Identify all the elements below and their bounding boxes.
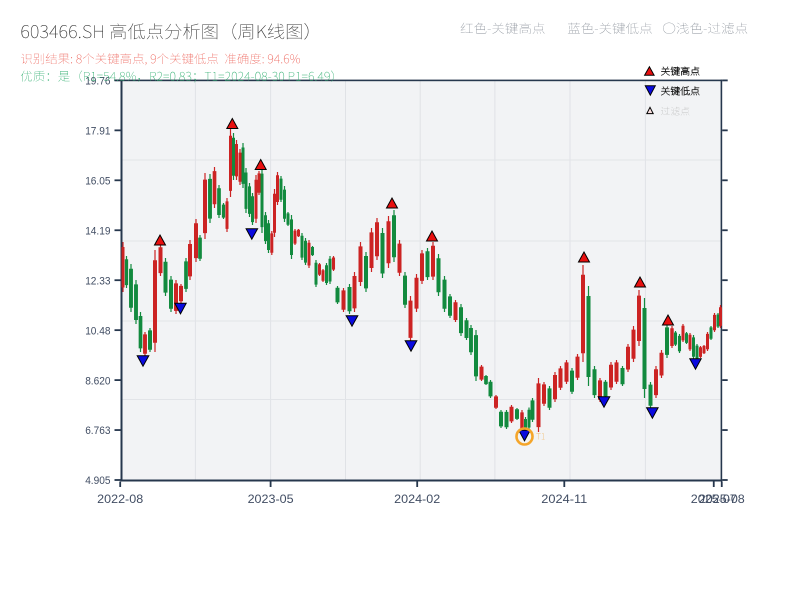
svg-text:17.91: 17.91 bbox=[85, 126, 110, 138]
svg-text:14.19: 14.19 bbox=[85, 225, 110, 237]
svg-text:16.05: 16.05 bbox=[85, 176, 110, 188]
svg-text:10.48: 10.48 bbox=[85, 325, 110, 337]
svg-text:4.905: 4.905 bbox=[85, 475, 110, 487]
svg-text:2022-08: 2022-08 bbox=[97, 493, 143, 506]
svg-text:2024-11: 2024-11 bbox=[541, 493, 587, 506]
svg-text:19.76: 19.76 bbox=[85, 76, 110, 88]
svg-text:2025-08: 2025-08 bbox=[699, 493, 745, 506]
svg-text:6.763: 6.763 bbox=[85, 425, 110, 437]
svg-text:2025-07: 2025-07 bbox=[691, 493, 737, 506]
svg-text:2023-05: 2023-05 bbox=[248, 493, 294, 506]
svg-text:2024-02: 2024-02 bbox=[394, 493, 440, 506]
svg-text:12.33: 12.33 bbox=[85, 275, 110, 287]
svg-text:8.620: 8.620 bbox=[85, 375, 110, 387]
